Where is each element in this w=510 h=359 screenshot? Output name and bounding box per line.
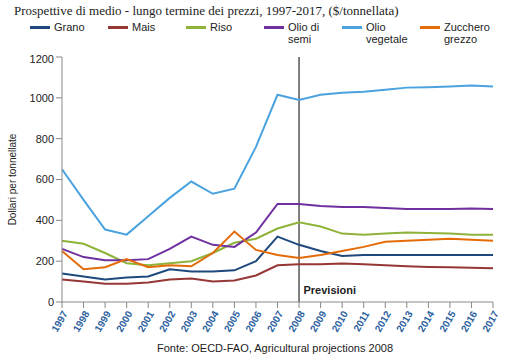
svg-text:2004: 2004 — [200, 309, 221, 334]
svg-text:2014: 2014 — [416, 309, 437, 334]
svg-text:2015: 2015 — [437, 309, 458, 334]
svg-text:200: 200 — [36, 255, 54, 267]
svg-text:0: 0 — [48, 296, 54, 308]
svg-text:1999: 1999 — [92, 309, 113, 334]
html-text:Olio vegetale: Olio vegetale — [366, 21, 408, 45]
svg-text:2006: 2006 — [243, 309, 264, 334]
html-text:Fonte: OECD-FAO, Agricultural: Fonte: OECD-FAO, Agricultural projection… — [157, 342, 393, 354]
html-text:Olio di semi: Olio di semi — [288, 21, 320, 45]
svg-text:1000: 1000 — [30, 92, 54, 104]
svg-text:2008: 2008 — [286, 309, 307, 334]
svg-text:2002: 2002 — [157, 309, 178, 334]
html-text:Mais: Mais — [132, 21, 156, 33]
svg-text:2009: 2009 — [308, 309, 329, 334]
html-text:Zucchero grezzo: Zucchero grezzo — [444, 21, 490, 45]
svg-text:1200: 1200 — [30, 53, 54, 65]
svg-text:2005: 2005 — [222, 309, 243, 334]
svg-text:Dollari per tonnellate: Dollari per tonnellate — [8, 133, 18, 225]
svg-text:800: 800 — [36, 133, 54, 145]
svg-text:2011: 2011 — [351, 309, 372, 334]
svg-text:2010: 2010 — [329, 309, 350, 334]
svg-text:1998: 1998 — [71, 309, 92, 334]
svg-text:2017: 2017 — [480, 309, 501, 334]
svg-text:400: 400 — [36, 214, 54, 226]
svg-text:2007: 2007 — [265, 309, 286, 334]
svg-text:2013: 2013 — [394, 309, 415, 334]
svg-text:600: 600 — [36, 173, 54, 185]
svg-text:1997: 1997 — [49, 309, 70, 334]
svg-text:2003: 2003 — [179, 309, 200, 334]
svg-text:2001: 2001 — [135, 309, 156, 334]
html-text:Grano: Grano — [54, 21, 85, 33]
html-text:Prospettive di medio - lungo t: Prospettive di medio - lungo termine dei… — [14, 3, 399, 18]
svg-text:Previsioni: Previsioni — [303, 284, 356, 296]
svg-text:2000: 2000 — [114, 309, 135, 334]
svg-text:2012: 2012 — [372, 309, 393, 334]
html-text:Riso: Riso — [210, 21, 232, 33]
svg-text:2016: 2016 — [459, 309, 480, 334]
